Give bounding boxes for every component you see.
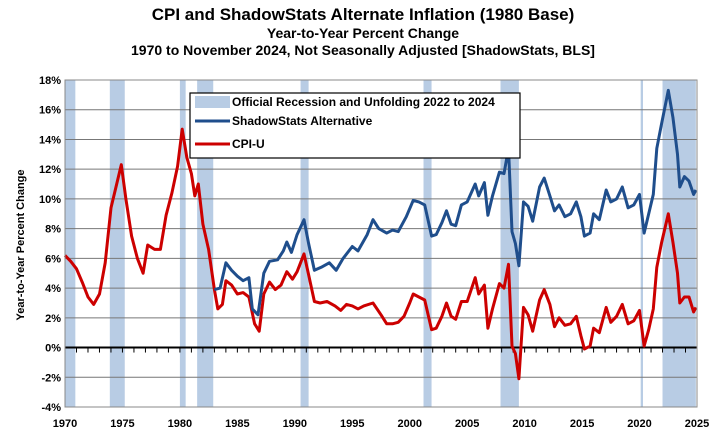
- plot-frame: [64, 79, 698, 408]
- x-tick-label: 2010: [512, 418, 536, 430]
- shadowstats-line: [214, 88, 698, 317]
- recession-band: [662, 80, 696, 407]
- x-tick-label: 2020: [627, 418, 651, 430]
- y-tick-label: 16%: [39, 105, 61, 117]
- y-tick-label: -4%: [41, 402, 61, 414]
- legend-swatch-recession: [195, 96, 230, 108]
- chart-title: CPI and ShadowStats Alternate Inflation …: [152, 5, 575, 24]
- x-tick-label: 2000: [397, 418, 421, 430]
- recession-band: [423, 80, 432, 407]
- y-tick-label: -2%: [41, 372, 61, 384]
- recession-band: [109, 80, 125, 407]
- y-tick-label: 18%: [39, 75, 61, 87]
- y-axis-label: Year-to-Year Percent Change: [15, 169, 27, 320]
- x-tick-label: 1990: [283, 418, 307, 430]
- recession-band: [197, 80, 214, 407]
- y-tick-label: 2%: [45, 313, 61, 325]
- legend: Official Recession and Unfolding 2022 to…: [189, 92, 521, 159]
- recession-band: [65, 80, 76, 407]
- chart-subtitle-2: 1970 to November 2024, Not Seasonally Ad…: [131, 42, 595, 58]
- y-tick-label: 14%: [39, 134, 61, 146]
- y-tick-label: 12%: [39, 164, 61, 176]
- x-tick-label: 1970: [53, 418, 77, 430]
- x-tick-label: 1985: [225, 418, 249, 430]
- cpi-u-line: [63, 127, 698, 381]
- recession-band: [179, 80, 186, 407]
- legend-label-shadowstats: ShadowStats Alternative: [232, 114, 373, 128]
- x-axis-ticks: 1970 1975 1980 1985 1990 1995 2000 2005 2010 2015…: [53, 347, 709, 430]
- x-tick-label: 2025: [685, 418, 709, 430]
- x-tick-label: 2005: [455, 418, 479, 430]
- y-tick-label: 10%: [39, 194, 61, 206]
- y-axis-ticks: -4% -2% 0% 2% 4% 6% 8% 10% 12% 14% 16% 18%: [39, 75, 61, 414]
- y-tick-label: 4%: [45, 283, 61, 295]
- y-tick-label: 8%: [45, 224, 61, 236]
- x-tick-label: 1995: [340, 418, 364, 430]
- series-lines: [63, 88, 698, 381]
- legend-label-recession: Official Recession and Unfolding 2022 to…: [232, 95, 495, 109]
- y-tick-label: 0%: [45, 343, 61, 355]
- legend-label-cpi-u: CPI-U: [232, 137, 265, 151]
- x-tick-label: 1980: [168, 418, 192, 430]
- x-tick-label: 2015: [570, 418, 594, 430]
- x-tick-label: 1975: [110, 418, 134, 430]
- recession-band: [640, 80, 643, 407]
- recession-band: [300, 80, 309, 407]
- legend-box: [189, 92, 521, 159]
- chart-subtitle: Year-to-Year Percent Change: [267, 25, 459, 41]
- y-tick-label: 6%: [45, 253, 61, 265]
